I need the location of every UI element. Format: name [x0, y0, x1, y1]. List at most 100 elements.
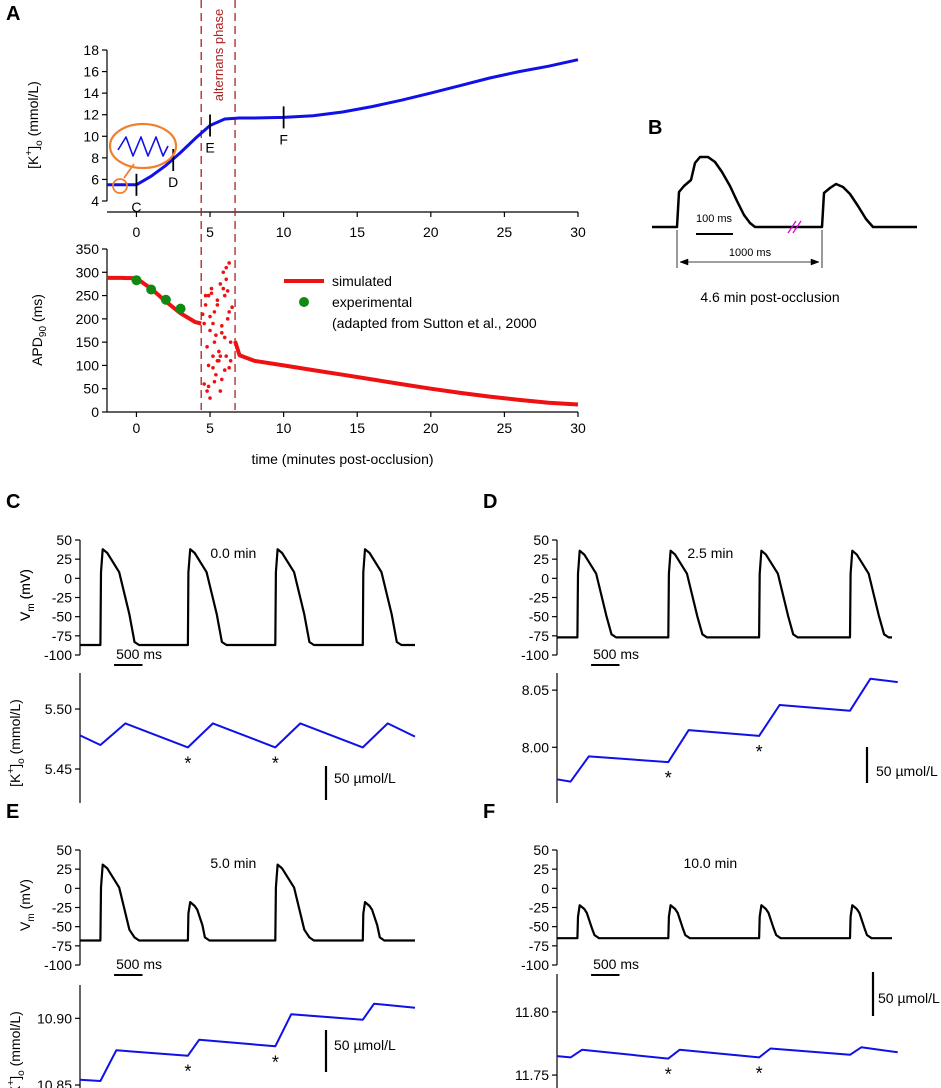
x-tick-label: 25: [497, 420, 513, 436]
k-tick-label: 11.80: [515, 1004, 549, 1020]
scalebar-label: 100 ms: [696, 213, 733, 225]
y-tick-label: 100: [76, 357, 100, 373]
alternans-point: [205, 345, 209, 349]
time-scalebar-label: 500 ms: [593, 646, 639, 662]
x-tick-label: 20: [423, 224, 439, 240]
label-part: (mmol/L): [7, 699, 23, 758]
star-marker: *: [184, 1062, 191, 1082]
vm-tick-label: 50: [56, 532, 72, 548]
marker-label-E: E: [205, 140, 214, 156]
label-part: (mmol/L): [25, 81, 41, 140]
alternans-point: [211, 354, 215, 358]
x-tick-label: 25: [497, 224, 513, 240]
cycle-label: 1000 ms: [729, 247, 772, 259]
label-part: (mV): [17, 879, 33, 913]
star-marker: *: [756, 742, 763, 762]
vm-tick-label: 50: [533, 842, 549, 858]
x-tick-label: 30: [570, 224, 586, 240]
alternans-point: [230, 305, 234, 310]
simulated-line: [107, 275, 202, 326]
x-tick-label: 30: [570, 420, 586, 436]
x-tick-label: 10: [276, 224, 292, 240]
vm-tick-label: -75: [52, 628, 72, 644]
alternans-point: [224, 354, 229, 358]
time-scalebar-label: 500 ms: [116, 646, 162, 662]
break-mark: [792, 220, 802, 234]
vm-tick-label: -50: [529, 609, 549, 625]
time-scalebar-label: 500 ms: [593, 956, 639, 972]
alternans-point: [208, 314, 212, 319]
k-axis-label: [K+]o (mmol/L): [6, 1011, 27, 1088]
k-trace: [79, 1002, 416, 1082]
star-marker: *: [272, 753, 279, 773]
alternans-point: [222, 335, 227, 340]
alternans-point: [220, 377, 224, 382]
trace-title: 0.0 min: [210, 545, 256, 561]
legend-simulated: simulated: [332, 273, 392, 289]
label-sup: +: [24, 150, 35, 156]
label-part: [K: [7, 1085, 23, 1088]
alternans-point: [200, 312, 205, 317]
y-axis-label: APD90 (ms): [29, 294, 49, 366]
k-scalebar-label: 50 µmol/L: [334, 1037, 396, 1053]
alternans-point: [225, 289, 230, 293]
alternans-point: [214, 333, 218, 337]
label-part: V: [17, 921, 33, 931]
alternans-point: [203, 303, 208, 307]
vm-axis-label: Vm (mV): [17, 569, 37, 621]
y-tick-label: 8: [91, 150, 99, 166]
y-tick-label: 12: [83, 107, 99, 123]
x-tick-label: 15: [349, 224, 365, 240]
vm-tick-label: -50: [52, 609, 72, 625]
label-part: (mmol/L): [7, 1011, 23, 1070]
panel-b-title: 4.6 min post-occlusion: [700, 289, 839, 305]
k-tick-label: 8.00: [522, 739, 549, 755]
alternans-point: [212, 310, 217, 314]
panel-letter-f: F: [483, 801, 495, 823]
vm-tick-label: -25: [529, 900, 549, 916]
k-tick-label: 10.85: [37, 1077, 72, 1088]
time-scalebar-label: 500 ms: [116, 956, 162, 972]
alternans-point: [215, 298, 220, 303]
simulated-line: [233, 340, 579, 407]
alternans-point: [222, 368, 227, 372]
star-marker: *: [184, 753, 191, 773]
experimental-point: [175, 303, 186, 314]
vm-trace: [557, 549, 892, 639]
marker-label-C: C: [131, 199, 141, 215]
vm-tick-label: -25: [52, 590, 72, 606]
y-tick-label: 10: [83, 128, 99, 144]
x-tick-label: 10: [276, 420, 292, 436]
x-axis-label: time (minutes post-occlusion): [251, 451, 433, 467]
vm-tick-label: 50: [56, 842, 72, 858]
vm-tick-label: 25: [56, 861, 72, 877]
y-tick-label: 16: [83, 64, 99, 80]
alternans-point: [222, 293, 227, 298]
alternans-point: [228, 358, 233, 363]
x-tick-label: 15: [349, 420, 365, 436]
label-part: APD: [29, 337, 45, 366]
k-tick-label: 8.05: [522, 682, 549, 698]
zoom-circle: [112, 178, 128, 194]
label-sub: 90: [38, 326, 49, 338]
legend-experimental-swatch: [299, 297, 309, 307]
k-tick-label: 10.90: [37, 1010, 72, 1026]
label-sub: m: [26, 603, 37, 611]
alternans-point: [202, 382, 206, 386]
k-tick-label: 5.50: [45, 701, 72, 717]
k-series-line: [107, 58, 579, 187]
label-part: ]: [7, 764, 23, 768]
vm-tick-label: -25: [529, 590, 549, 606]
label-part: (mV): [17, 569, 33, 603]
label-sub: m: [26, 603, 37, 611]
alternans-point: [215, 303, 220, 307]
y-tick-label: 150: [76, 334, 100, 350]
experimental-point: [146, 284, 157, 295]
alternans-point: [212, 340, 217, 344]
label-part: V: [17, 611, 33, 621]
alternans-phase-label: alternans phase: [211, 9, 226, 102]
k-trace: [556, 1046, 898, 1060]
alternans-point: [212, 379, 217, 384]
star-marker: *: [272, 1052, 279, 1072]
panel-letter-e: E: [6, 801, 19, 823]
